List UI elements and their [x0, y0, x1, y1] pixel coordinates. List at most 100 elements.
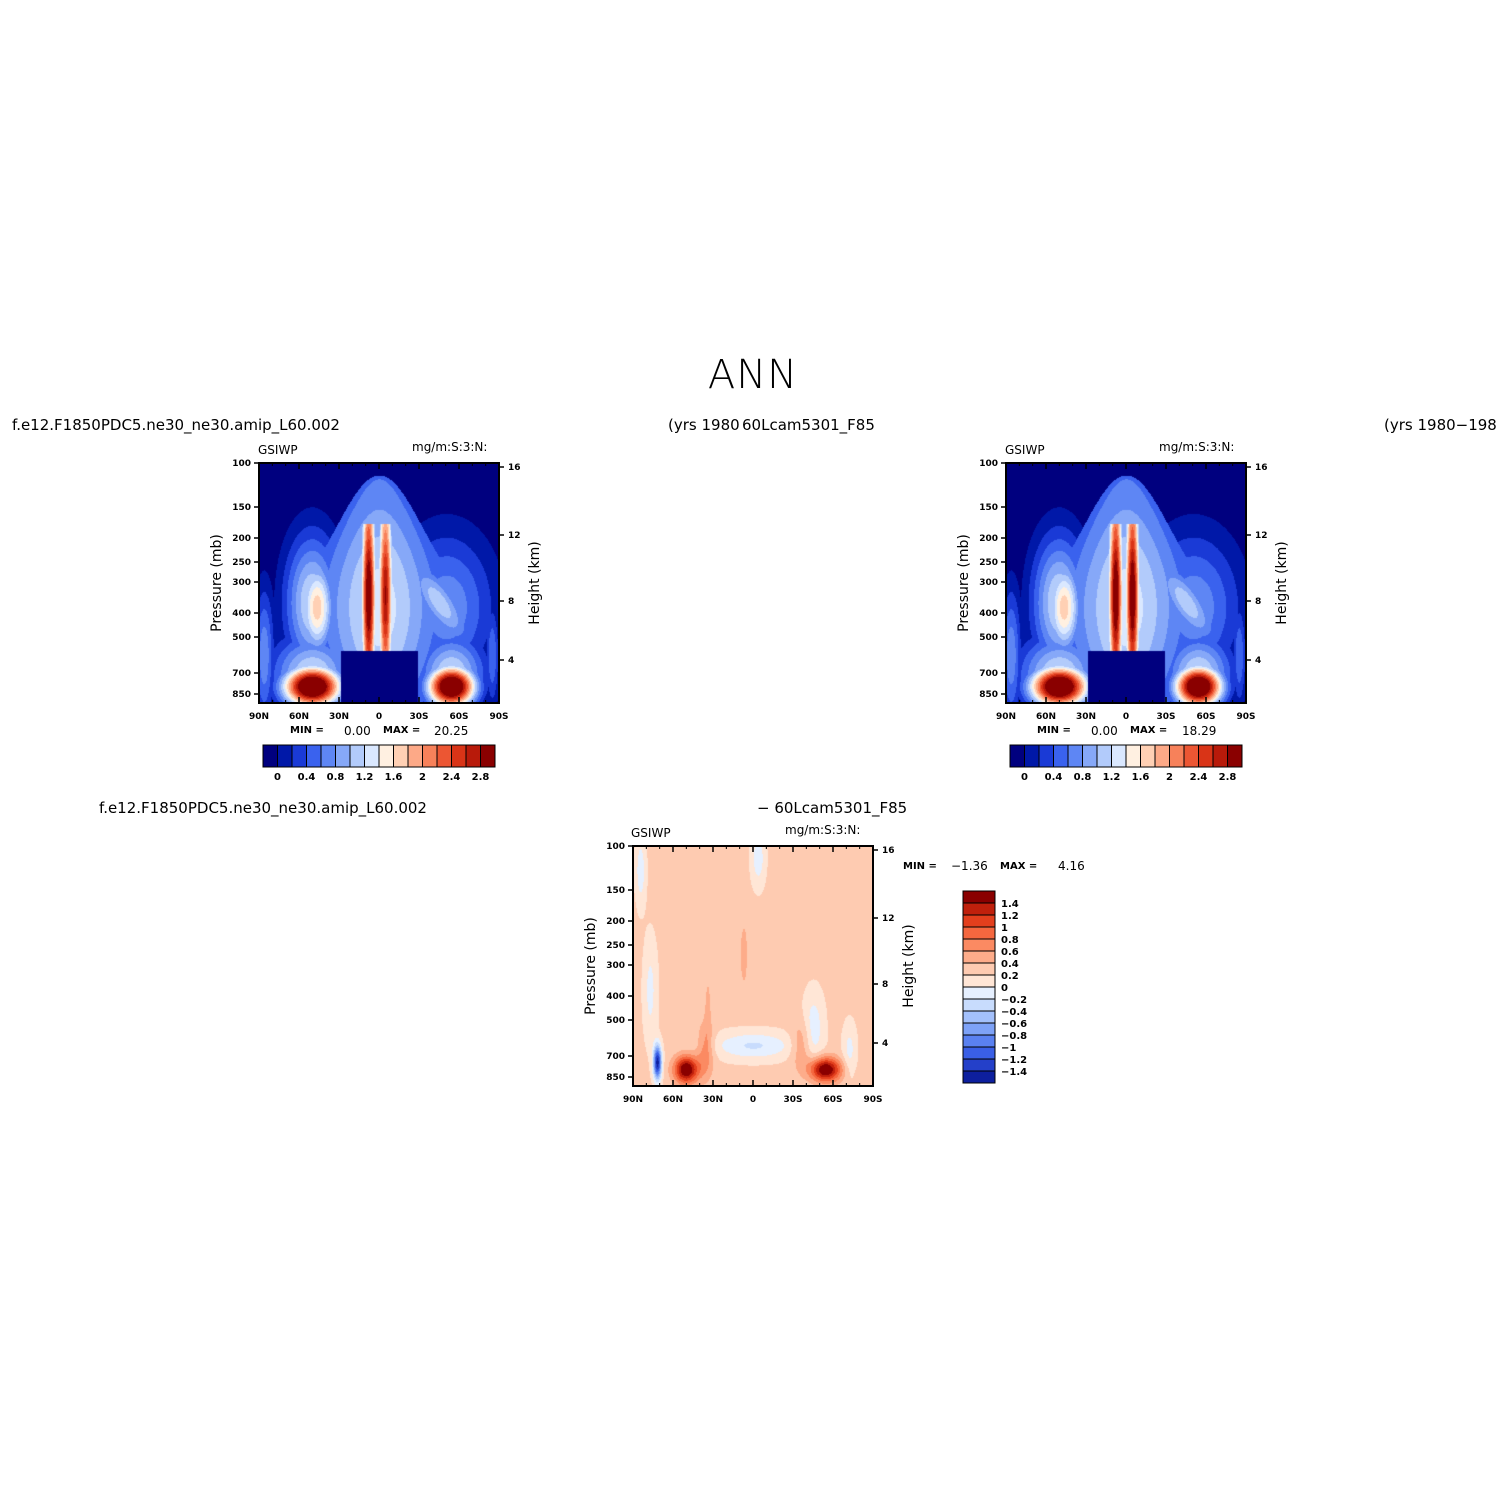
x-tick-label: 60N [289, 712, 309, 722]
x-tick-label: 0 [1123, 712, 1129, 722]
colorbar-box [1212, 744, 1228, 768]
colorbar-box [1169, 744, 1185, 768]
y-tick-label: 850 [606, 1073, 625, 1083]
panel2-chart: 90N 60N 30N 0 30S 60S 90S 100 150 200 250 300 400 500… [956, 459, 1290, 783]
colorbar-tick-label: 0.8 [1074, 772, 1092, 783]
colorbar-box [378, 744, 394, 768]
y-tick-label: 700 [979, 669, 998, 679]
colorbar-box [1067, 744, 1083, 768]
y2-tick-label: 4 [508, 656, 514, 666]
colorbar-box [962, 974, 996, 988]
panel3-max-value: 4.16 [1058, 859, 1085, 873]
colorbar-tick-label: 1.4 [1001, 899, 1019, 910]
colorbar-tick-label: 2.8 [472, 772, 490, 783]
y-tick-label: 400 [979, 609, 998, 619]
panel3-units: mg/m:S:3:N: [785, 823, 861, 837]
x-tick-label: 90S [863, 1095, 882, 1105]
panel2-max-label: MAX = [1130, 725, 1168, 736]
panel3-case-label: f.e12.F1850PDC5.ne30_ne30.amip_L60.002 [99, 799, 427, 817]
y2-tick-label: 8 [1255, 597, 1261, 607]
colorbar-box [393, 744, 409, 768]
y-tick-label: 400 [606, 992, 625, 1002]
colorbar-tick-label: 2.4 [1190, 772, 1208, 783]
colorbar-box [436, 744, 452, 768]
colorbar-box [962, 926, 996, 940]
colorbar-tick-label: 0 [1021, 772, 1028, 783]
colorbar-tick-label: −1.4 [1001, 1067, 1027, 1078]
colorbar-tick-label: 1 [1001, 923, 1008, 934]
colorbar-tick-label: −1.2 [1001, 1055, 1027, 1066]
x-tick-label: 90S [489, 712, 508, 722]
y-tick-label: 100 [979, 459, 998, 469]
colorbar-box [451, 744, 467, 768]
colorbar-tick-label: 1.2 [1103, 772, 1121, 783]
colorbar-box [1154, 744, 1170, 768]
x-tick-label: 60S [823, 1095, 842, 1105]
y-tick-label: 400 [232, 609, 251, 619]
y2-tick-label: 16 [508, 463, 521, 473]
y2-tick-label: 4 [882, 1039, 888, 1049]
page-title: ANN [707, 352, 799, 398]
colorbar-tick-label: 1.6 [1132, 772, 1150, 783]
colorbar-tick-label: 0.2 [1001, 971, 1019, 982]
panel2-min-label: MIN = [1037, 725, 1071, 736]
y2-axis-title: Height (km) [901, 924, 917, 1007]
colorbar-tick-label: 0.6 [1001, 947, 1019, 958]
colorbar-tick-label: 2.8 [1219, 772, 1237, 783]
y-tick-label: 250 [979, 558, 998, 568]
x-tick-label: 0 [376, 712, 382, 722]
colorbar-box [291, 744, 307, 768]
x-tick-label: 90S [1236, 712, 1255, 722]
y-axis-title: Pressure (mb) [956, 534, 972, 632]
colorbar-box [1038, 744, 1054, 768]
colorbar-box [962, 938, 996, 952]
y-tick-label: 300 [979, 578, 998, 588]
y2-tick-label: 16 [1255, 463, 1268, 473]
colorbar-tick-label: −1 [1001, 1043, 1016, 1054]
x-tick-label: 90N [996, 712, 1016, 722]
colorbar-box [962, 914, 996, 928]
y-tick-label: 100 [606, 842, 625, 852]
panel1-chart: 90N 60N 30N 0 30S 60S 90S 100 150 200 250 300 400 500… [209, 459, 543, 783]
x-tick-label: 0 [750, 1095, 756, 1105]
panel3-min-value: −1.36 [951, 859, 988, 873]
colorbar-box [962, 998, 996, 1012]
y-tick-label: 700 [606, 1052, 625, 1062]
colorbar-tick-label: 1.2 [1001, 911, 1019, 922]
colorbar-box [349, 744, 365, 768]
x-tick-label: 30N [1076, 712, 1096, 722]
colorbar-box [962, 1070, 996, 1084]
colorbar-box [1096, 744, 1112, 768]
colorbar-box [465, 744, 481, 768]
colorbar-tick-label: 0.4 [1001, 959, 1019, 970]
colorbar-box [306, 744, 322, 768]
y2-axis-title: Height (km) [527, 541, 543, 624]
y-tick-label: 150 [606, 886, 625, 896]
y-axis-title: Pressure (mb) [209, 534, 225, 632]
colorbar-box [962, 962, 996, 976]
colorbar-box [320, 744, 336, 768]
panel1-variable: GSIWP [258, 443, 298, 457]
x-tick-label: 30S [783, 1095, 802, 1105]
colorbar-box [1198, 744, 1214, 768]
panel1-max-label: MAX = [383, 725, 421, 736]
x-tick-label: 90N [623, 1095, 643, 1105]
colorbar-tick-label: 2 [1166, 772, 1173, 783]
colorbar-box [364, 744, 380, 768]
colorbar-tick-label: 0 [274, 772, 281, 783]
colorbar-box [1053, 744, 1069, 768]
colorbar-tick-label: 1.2 [356, 772, 374, 783]
x-tick-label: 60S [1196, 712, 1215, 722]
y2-tick-label: 4 [1255, 656, 1261, 666]
y-tick-label: 500 [979, 633, 998, 643]
panel1-max-value: 20.25 [434, 724, 469, 738]
colorbar-tick-label: 2 [419, 772, 426, 783]
colorbar-box [407, 744, 423, 768]
colorbar-box [277, 744, 293, 768]
x-tick-label: 30N [329, 712, 349, 722]
y-tick-label: 100 [232, 459, 251, 469]
panel3-max-label: MAX = [1000, 861, 1038, 872]
panel2-units: mg/m:S:3:N: [1159, 440, 1235, 454]
x-tick-label: 60N [1036, 712, 1056, 722]
colorbar-box [962, 890, 996, 904]
